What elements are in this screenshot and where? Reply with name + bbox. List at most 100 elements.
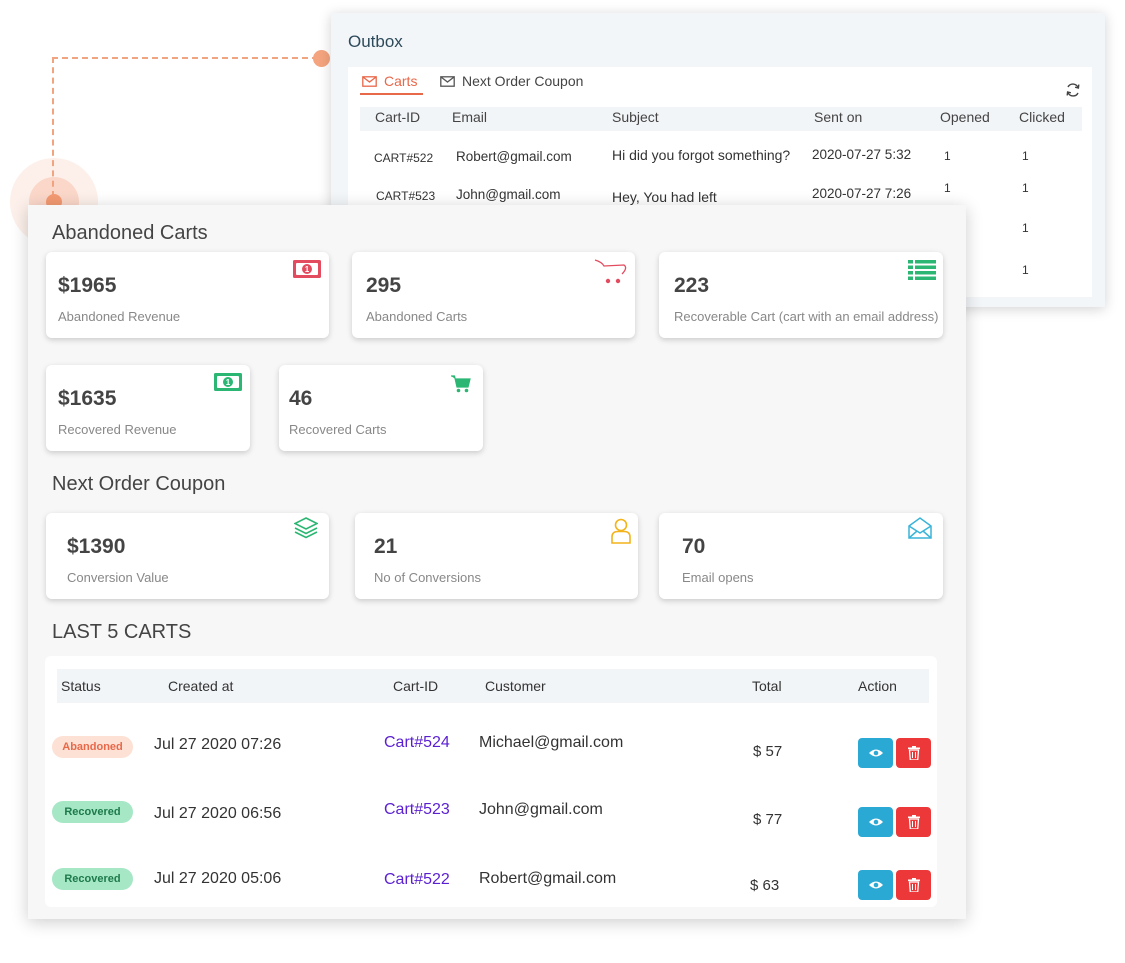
row-opened: 1 — [944, 149, 951, 163]
col-email: Email — [452, 109, 488, 125]
view-button[interactable] — [858, 738, 893, 768]
cart-icon — [594, 259, 627, 284]
row-clicked: 1 — [1022, 263, 1029, 277]
trash-icon — [907, 878, 920, 892]
table-row[interactable]: 1 — [360, 263, 1082, 297]
cart-id-link[interactable]: Cart#524 — [384, 734, 450, 751]
outbox-title: Outbox — [348, 32, 403, 51]
card-label: No of Conversions — [374, 570, 481, 585]
trash-icon — [907, 746, 920, 760]
table-row[interactable]: CART#523 John@gmail.com Hey, You had lef… — [360, 181, 1082, 215]
row-clicked: 1 — [1022, 181, 1029, 195]
abandoned-revenue-card[interactable]: $1965 Abandoned Revenue 1 — [46, 252, 329, 338]
list-icon — [908, 260, 936, 280]
recoverable-carts-card[interactable]: 223 Recoverable Cart (cart with an email… — [659, 252, 943, 338]
customer-email: Michael@gmail.com — [479, 734, 624, 751]
connector-line-vertical — [52, 57, 54, 197]
email-opens-card[interactable]: 70 Email opens — [659, 513, 943, 599]
row-sent-on: 2020-07-27 7:26 — [812, 186, 912, 201]
table-row[interactable]: Recovered Jul 27 2020 05:06 Cart#522 Rob… — [45, 852, 937, 912]
conversion-value-card[interactable]: $1390 Conversion Value — [46, 513, 329, 599]
row-clicked: 1 — [1022, 149, 1029, 163]
status-badge: Abandoned — [52, 736, 133, 758]
dashboard-panel: Abandoned Carts $1965 Abandoned Revenue … — [28, 205, 966, 919]
layers-icon — [294, 517, 318, 539]
table-row[interactable]: Abandoned Jul 27 2020 07:26 Cart#524 Mic… — [45, 719, 937, 779]
cart-total: $ 57 — [753, 743, 783, 760]
cart-id-link[interactable]: Cart#523 — [384, 801, 450, 818]
cart-icon — [451, 375, 471, 393]
card-label: Email opens — [682, 570, 754, 585]
table-row[interactable]: 1 — [360, 221, 1082, 255]
cart-total: $ 77 — [753, 811, 783, 828]
cash-icon: 1 — [214, 373, 242, 391]
col-cart-id: Cart-ID — [393, 678, 439, 694]
col-total: Total — [752, 678, 782, 694]
row-email: John@gmail.com — [456, 187, 561, 202]
col-created-at: Created at — [168, 678, 234, 694]
card-value: $1965 — [58, 274, 117, 297]
col-opened: Opened — [940, 109, 990, 125]
row-cart-id: CART#522 — [374, 151, 434, 165]
conversions-card[interactable]: 21 No of Conversions — [355, 513, 638, 599]
last-carts-title: LAST 5 CARTS — [52, 621, 192, 643]
last-carts-table: Status Created at Cart-ID Customer Total… — [45, 656, 937, 907]
table-row[interactable]: Recovered Jul 27 2020 06:56 Cart#523 Joh… — [45, 787, 937, 847]
table-row[interactable]: CART#522 Robert@gmail.com Hi did you for… — [360, 147, 1082, 177]
view-button[interactable] — [858, 807, 893, 837]
status-badge: Recovered — [52, 868, 133, 890]
view-button[interactable] — [858, 870, 893, 900]
tab-carts[interactable]: Carts — [360, 73, 424, 95]
refresh-icon[interactable] — [1064, 81, 1082, 99]
created-at: Jul 27 2020 07:26 — [154, 736, 282, 753]
svg-text:1: 1 — [305, 265, 310, 274]
card-label: Recovered Revenue — [58, 422, 177, 437]
card-label: Recovered Carts — [289, 422, 387, 437]
delete-button[interactable] — [896, 738, 931, 768]
tab-next-order-coupon[interactable]: Next Order Coupon — [440, 73, 583, 89]
connector-line-horizontal — [52, 57, 318, 59]
row-email: Robert@gmail.com — [456, 149, 572, 164]
status-badge: Recovered — [52, 801, 133, 823]
abandoned-carts-card[interactable]: 295 Abandoned Carts — [352, 252, 635, 338]
abandoned-carts-title: Abandoned Carts — [52, 222, 208, 244]
delete-button[interactable] — [896, 870, 931, 900]
row-cart-id: CART#523 — [376, 189, 436, 203]
col-cart-id: Cart-ID — [375, 109, 421, 125]
svg-text:1: 1 — [226, 378, 231, 387]
user-icon — [611, 518, 631, 544]
row-clicked: 1 — [1022, 221, 1029, 235]
cart-id-link[interactable]: Cart#522 — [384, 871, 450, 888]
row-subject: Hey, You had left — [612, 189, 717, 205]
last-carts-table-header: Status Created at Cart-ID Customer Total… — [57, 669, 929, 703]
customer-email: John@gmail.com — [479, 801, 603, 818]
created-at: Jul 27 2020 06:56 — [154, 805, 282, 822]
next-order-coupon-title: Next Order Coupon — [52, 473, 226, 495]
outbox-table-header: Cart-ID Email Subject Sent on Opened Cli… — [360, 107, 1082, 131]
recovered-carts-card[interactable]: 46 Recovered Carts — [279, 365, 483, 451]
card-value: 46 — [289, 387, 313, 410]
col-customer: Customer — [485, 678, 546, 694]
delete-button[interactable] — [896, 807, 931, 837]
envelope-icon — [440, 75, 455, 87]
row-opened: 1 — [944, 181, 951, 195]
col-sent-on: Sent on — [814, 109, 863, 125]
col-clicked: Clicked — [1019, 109, 1065, 125]
card-label: Abandoned Revenue — [58, 309, 181, 324]
card-value: 295 — [366, 274, 402, 297]
card-label: Recoverable Cart (cart with an email add… — [674, 309, 939, 324]
card-value: $1635 — [58, 387, 117, 410]
col-action: Action — [858, 678, 897, 694]
eye-icon — [868, 881, 883, 889]
card-value: 70 — [682, 535, 706, 558]
tab-next-order-coupon-label: Next Order Coupon — [462, 73, 584, 89]
card-label: Conversion Value — [67, 570, 169, 585]
cash-icon: 1 — [293, 260, 321, 278]
eye-icon — [868, 749, 883, 757]
card-value: $1390 — [67, 535, 126, 558]
open-envelope-icon — [908, 517, 932, 539]
recovered-revenue-card[interactable]: $1635 Recovered Revenue 1 — [46, 365, 250, 451]
card-label: Abandoned Carts — [366, 309, 468, 324]
row-subject: Hi did you forgot something? — [612, 147, 791, 163]
row-sent-on: 2020-07-27 5:32 — [812, 147, 912, 162]
